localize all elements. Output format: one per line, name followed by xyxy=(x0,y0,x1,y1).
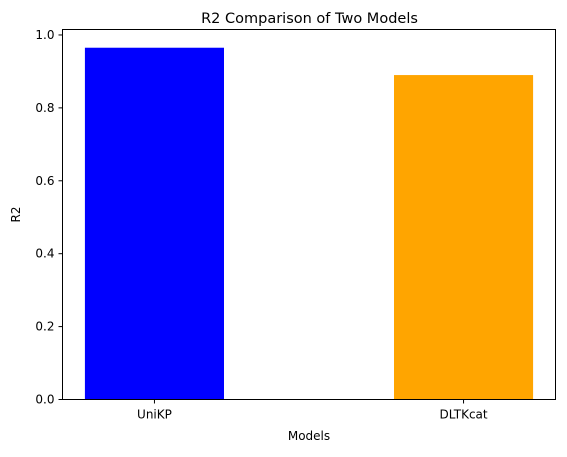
y-tick-label: 0.4 xyxy=(35,247,54,261)
x-axis: UniKP DLTKcat xyxy=(137,399,488,422)
x-tick-label: UniKP xyxy=(137,408,172,422)
bars-layer xyxy=(84,47,534,400)
chart-title: R2 Comparison of Two Models xyxy=(201,11,418,27)
x-axis-label: Models xyxy=(288,429,330,443)
y-tick-label: 0.6 xyxy=(35,174,54,188)
y-tick-label: 1.0 xyxy=(35,28,54,42)
plot-frame xyxy=(62,29,556,400)
y-axis: 0.0 0.2 0.4 0.6 0.8 1.0 xyxy=(35,28,63,407)
y-tick-label: 0.0 xyxy=(35,393,54,407)
bar-unikp xyxy=(84,47,224,400)
y-tick-label: 0.8 xyxy=(35,101,54,115)
x-tick-label: DLTKcat xyxy=(439,408,487,422)
bar-dltkcat xyxy=(394,75,534,400)
y-axis-label: R2 xyxy=(9,207,23,223)
y-tick-label: 0.2 xyxy=(35,320,54,334)
